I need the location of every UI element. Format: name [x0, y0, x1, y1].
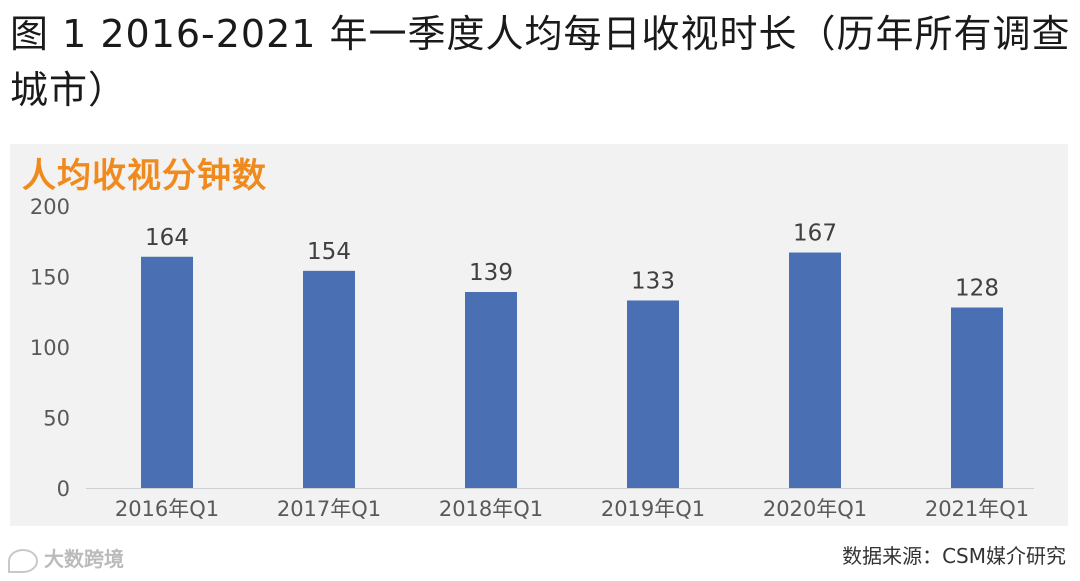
x-tick-label: 2019年Q1 — [601, 497, 705, 521]
x-tick-label: 2020年Q1 — [763, 497, 867, 521]
x-tick-label: 2021年Q1 — [925, 497, 1029, 521]
watermark-logo-icon — [8, 548, 38, 573]
page-title: 图 1 2016-2021 年一季度人均每日收视时长（历年所有调查城市） — [10, 12, 1071, 112]
data-label: 139 — [469, 260, 513, 286]
y-tick-label: 50 — [43, 407, 70, 431]
data-label: 167 — [793, 221, 837, 247]
data-label: 164 — [145, 225, 189, 251]
source-note: 数据来源：CSM媒介研究 — [842, 544, 1066, 568]
chart-title: 人均收视分钟数 — [22, 156, 267, 196]
bar — [465, 292, 517, 488]
x-tick-label: 2017年Q1 — [277, 497, 381, 521]
bar — [141, 256, 193, 488]
x-tick-label: 2018年Q1 — [439, 497, 543, 521]
data-label: 133 — [631, 268, 675, 294]
y-tick-label: 0 — [57, 477, 70, 501]
bar — [627, 300, 679, 488]
bar — [789, 252, 841, 488]
y-tick-label: 100 — [30, 336, 70, 360]
y-tick-label: 200 — [30, 195, 70, 219]
data-label: 154 — [307, 239, 351, 265]
data-label: 128 — [955, 276, 999, 302]
y-tick-label: 150 — [30, 266, 70, 290]
x-tick-label: 2016年Q1 — [115, 497, 219, 521]
bar — [951, 307, 1003, 488]
watermark-text: 大数跨境 — [44, 547, 124, 571]
watermark: 大数跨境 — [8, 543, 124, 573]
bar — [303, 270, 355, 488]
